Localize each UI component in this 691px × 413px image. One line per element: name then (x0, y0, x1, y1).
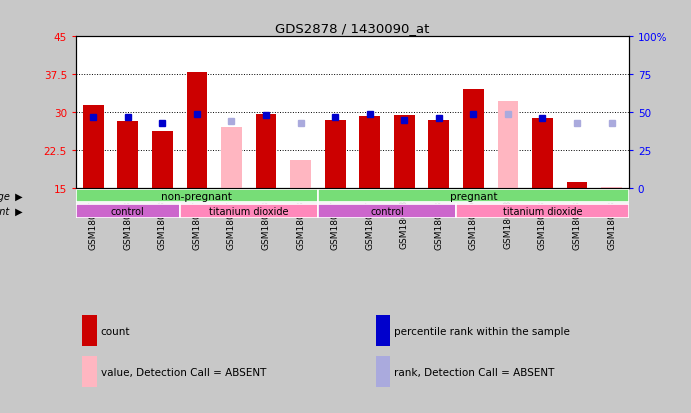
Text: value, Detection Call = ABSENT: value, Detection Call = ABSENT (101, 367, 266, 377)
Bar (221, 128, 242, 189)
Bar (82, 356, 97, 387)
Bar (532, 119, 553, 189)
Bar (290, 161, 311, 189)
Bar (318, 204, 456, 218)
Bar (187, 73, 207, 189)
Bar (325, 121, 346, 189)
Bar (83, 105, 104, 189)
Text: agent: agent (0, 206, 10, 216)
Text: titanium dioxide: titanium dioxide (209, 206, 289, 216)
Bar (359, 117, 380, 189)
Text: ▶: ▶ (12, 191, 23, 201)
Bar (117, 122, 138, 189)
Bar (82, 315, 97, 347)
Bar (601, 188, 622, 189)
Text: rank, Detection Call = ABSENT: rank, Detection Call = ABSENT (395, 367, 555, 377)
Text: control: control (111, 206, 144, 216)
Bar (256, 115, 276, 189)
Bar (498, 102, 518, 189)
Bar (567, 183, 587, 189)
Text: count: count (101, 326, 130, 336)
Text: ▶: ▶ (12, 206, 23, 216)
Text: non-pregnant: non-pregnant (162, 191, 232, 201)
Bar (76, 204, 180, 218)
Bar (456, 204, 629, 218)
Bar (152, 132, 173, 189)
Text: pregnant: pregnant (450, 191, 497, 201)
Title: GDS2878 / 1430090_at: GDS2878 / 1430090_at (275, 21, 430, 35)
Bar (180, 204, 318, 218)
Bar (76, 190, 318, 203)
Bar (394, 116, 415, 189)
Text: control: control (370, 206, 404, 216)
Text: percentile rank within the sample: percentile rank within the sample (395, 326, 570, 336)
Bar (318, 190, 629, 203)
Bar (428, 121, 449, 189)
Text: development stage: development stage (0, 191, 10, 201)
Text: titanium dioxide: titanium dioxide (502, 206, 583, 216)
Bar (376, 356, 390, 387)
Bar (463, 90, 484, 189)
Bar (376, 315, 390, 347)
